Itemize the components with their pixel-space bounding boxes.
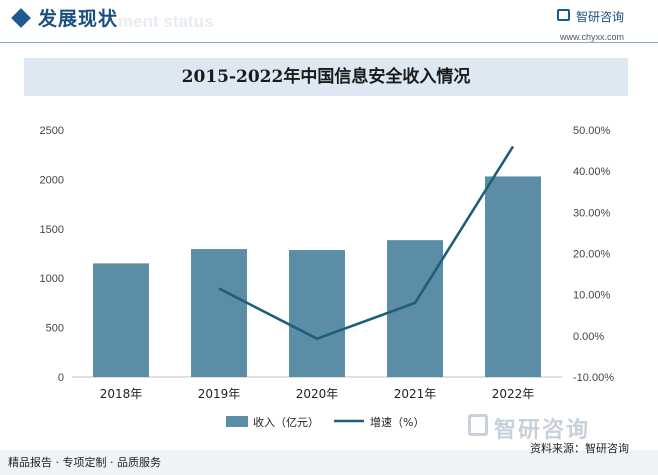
y-right-tick-label: 50.00% bbox=[573, 125, 611, 137]
y-right-tick-label: 20.00% bbox=[573, 249, 611, 261]
y-left-tick-label: 1000 bbox=[40, 273, 64, 285]
y-right-tick-label: 30.00% bbox=[573, 207, 611, 219]
legend-label: 增速（%） bbox=[370, 415, 424, 429]
source-note: 资料来源：智研咨询 bbox=[530, 442, 629, 455]
x-tick-label: 2021年 bbox=[394, 387, 437, 401]
brand-name: 智研咨询 bbox=[576, 10, 625, 24]
page-header: ment status 发展现状 智研咨询 www.chyxx.com bbox=[0, 0, 658, 42]
header-divider bbox=[0, 42, 658, 43]
brand-url: www.chyxx.com bbox=[560, 32, 625, 42]
brand-logo-icon bbox=[557, 9, 570, 21]
x-tick-label: 2018年 bbox=[100, 387, 143, 401]
bar bbox=[387, 240, 443, 377]
y-right-tick-label: 40.00% bbox=[573, 166, 611, 178]
y-left-tick-label: 2500 bbox=[40, 125, 64, 137]
legend-label: 收入（亿元） bbox=[253, 415, 319, 429]
footer-watermark: 智研咨询 bbox=[494, 418, 591, 443]
bar bbox=[289, 250, 345, 377]
y-left-tick-label: 0 bbox=[58, 372, 64, 384]
x-tick-label: 2022年 bbox=[492, 387, 535, 401]
footer-tagline: 精品报告 · 专项定制 · 品质服务 bbox=[8, 456, 161, 469]
footer-bar bbox=[0, 450, 658, 475]
y-right-tick-label: 10.00% bbox=[573, 290, 611, 302]
growth-line bbox=[218, 145, 515, 341]
y-left-tick-label: 1500 bbox=[40, 224, 64, 236]
watermark-logo-icon bbox=[468, 414, 488, 436]
bar bbox=[485, 176, 541, 377]
x-tick-label: 2019年 bbox=[198, 387, 241, 401]
section-subtitle: ment status bbox=[118, 12, 214, 31]
chart-svg: 0 500 1000 1500 2000 2500 -10.00% 0.00% 10.00% 20… bbox=[40, 125, 615, 429]
y-right-tick-label: -10.00% bbox=[573, 372, 614, 384]
legend-swatch-bar bbox=[226, 416, 248, 427]
section-title: 发展现状 bbox=[38, 8, 119, 30]
y-left-tick-label: 500 bbox=[46, 323, 64, 335]
bar bbox=[93, 263, 149, 377]
chart-title: 2015-2022年中国信息安全收入情况 bbox=[181, 67, 471, 87]
x-tick-label: 2020年 bbox=[296, 387, 339, 401]
y-left-tick-label: 2000 bbox=[40, 174, 64, 186]
bar bbox=[191, 249, 247, 377]
chart-title-band: 2015-2022年中国信息安全收入情况 bbox=[24, 58, 628, 96]
y-right-tick-label: 0.00% bbox=[573, 331, 604, 343]
